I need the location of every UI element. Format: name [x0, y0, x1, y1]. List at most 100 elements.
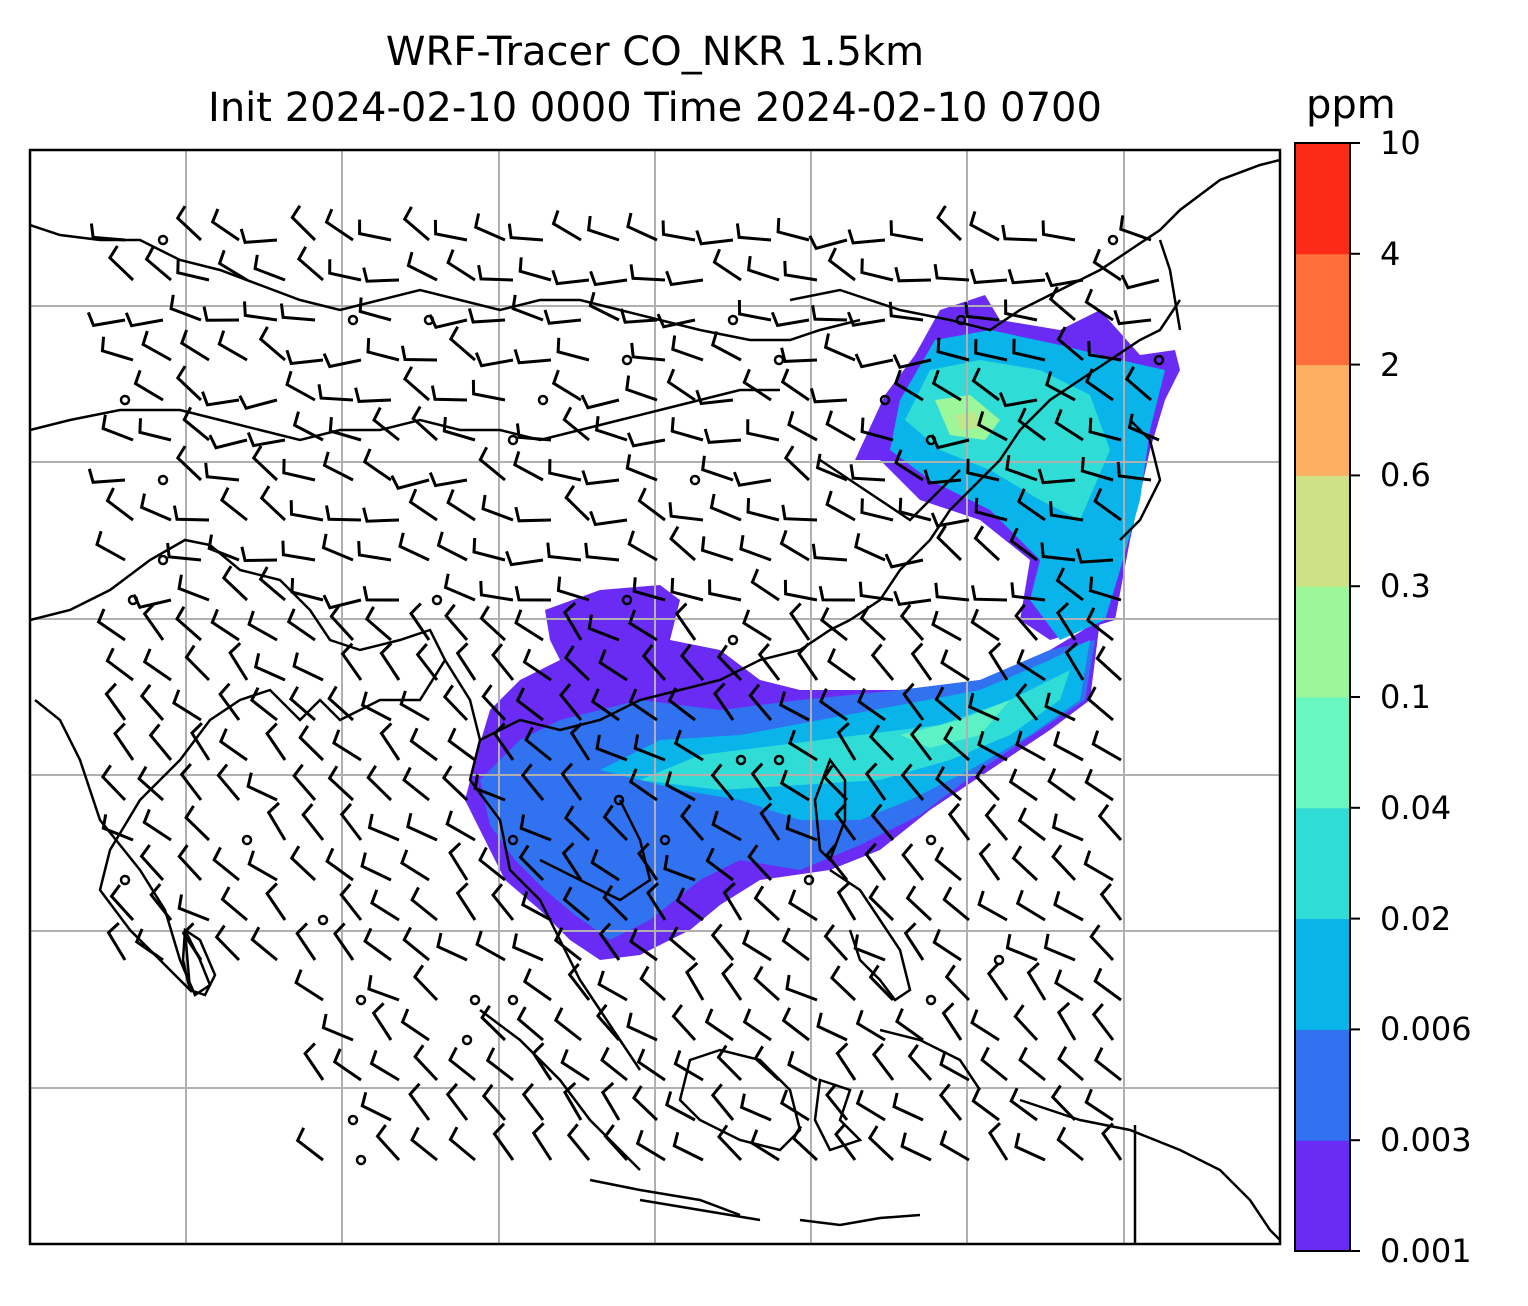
wind-barb [327, 765, 355, 802]
wind-barb [1044, 692, 1076, 722]
wind-barb [481, 684, 507, 722]
wind-barb [246, 772, 278, 802]
wind-barb [475, 930, 506, 962]
wind-barb [977, 410, 1008, 442]
wind-barb [339, 802, 363, 841]
wind-barb [358, 219, 392, 242]
wind-barb [939, 1050, 970, 1082]
wind-barb [716, 1044, 743, 1082]
wind-barb [367, 813, 400, 842]
wind-barb [822, 764, 849, 802]
wind-barb [753, 1045, 781, 1082]
wind-barb [246, 432, 286, 448]
wind-barb [322, 594, 362, 610]
wind-barb [781, 1007, 810, 1042]
wind-barb [859, 605, 887, 642]
wind-barb [87, 468, 126, 484]
wind-barb [521, 1082, 545, 1121]
wind-barb [923, 469, 962, 485]
wind-barb [595, 1003, 621, 1041]
wind-barb [86, 311, 126, 328]
wind-barb [602, 884, 629, 922]
wind-barb [936, 525, 963, 562]
wind-barb [898, 497, 932, 522]
calm-wind-marker [347, 314, 359, 326]
wind-barb [716, 644, 743, 682]
wind-barb [182, 406, 210, 442]
wind-barb [709, 493, 742, 522]
wind-barb [559, 683, 583, 721]
wind-barb [770, 311, 810, 328]
wind-barb [328, 259, 362, 282]
wind-barb [491, 883, 515, 921]
wind-barb [379, 642, 401, 681]
wind-barb [398, 532, 430, 562]
wind-barb [142, 602, 165, 641]
wind-barb [285, 370, 316, 402]
wind-barb [1012, 338, 1046, 362]
wind-barb [778, 691, 810, 722]
wind-barb [864, 762, 887, 801]
wind-barb [139, 683, 165, 721]
wind-barb [321, 533, 354, 562]
wind-barb [360, 691, 392, 722]
wind-barb [505, 550, 544, 567]
wind-barb [783, 445, 811, 482]
wind-barb [867, 1125, 895, 1162]
colorbar-segment [1295, 807, 1350, 920]
wind-barb [325, 847, 354, 882]
wind-barb [1026, 961, 1047, 1001]
wind-barb [400, 849, 430, 882]
wind-barb [902, 682, 925, 721]
wind-barb [177, 844, 203, 882]
wind-barb [825, 410, 856, 442]
wind-barb [1051, 813, 1084, 842]
wind-barb [966, 458, 1000, 482]
coastline-java [639, 1198, 921, 1227]
wind-barb [531, 1122, 553, 1161]
wind-barb [295, 1127, 324, 1162]
wind-barb [753, 885, 781, 922]
wind-barb [750, 568, 780, 602]
wind-barb [142, 808, 172, 842]
wind-barb [684, 961, 705, 1001]
wind-barb [202, 306, 240, 322]
wind-barb [332, 729, 362, 762]
wind-barb [479, 580, 514, 602]
wind-barb [1055, 567, 1084, 602]
wind-barb [442, 416, 476, 442]
wind-barb [210, 608, 240, 642]
wind-barb [553, 927, 582, 962]
wind-barb [367, 974, 400, 1002]
wind-barb [969, 210, 1000, 242]
wind-barb [680, 643, 705, 681]
wind-barb [212, 846, 240, 882]
wind-barb [106, 921, 127, 961]
calm-wind-marker [727, 314, 739, 326]
wind-barb [253, 254, 286, 282]
wind-barb [835, 1042, 857, 1081]
wind-barb [846, 311, 886, 327]
wind-barb [551, 269, 590, 286]
wind-barb [521, 890, 552, 922]
wind-barb [478, 846, 506, 882]
wind-barb [853, 934, 886, 962]
wind-barb [561, 842, 583, 881]
wind-barb [362, 585, 400, 602]
wind-barb [551, 369, 582, 402]
wind-barb [1045, 370, 1076, 402]
calm-wind-marker [461, 1034, 473, 1046]
colorbar-tick-label: 0.3 [1380, 567, 1431, 606]
wind-barb [1127, 413, 1160, 442]
wind-barb [109, 884, 135, 922]
wind-barb [781, 504, 818, 522]
wind-barb [399, 690, 430, 722]
wind-barb [101, 814, 134, 842]
calm-wind-marker [621, 354, 633, 366]
colorbar-unit-label: ppm [1306, 82, 1396, 128]
wind-barb [818, 688, 848, 722]
wind-barb [216, 763, 241, 801]
wind-barb [665, 1091, 696, 1122]
wind-barb [849, 464, 886, 482]
wind-barb [815, 453, 848, 482]
